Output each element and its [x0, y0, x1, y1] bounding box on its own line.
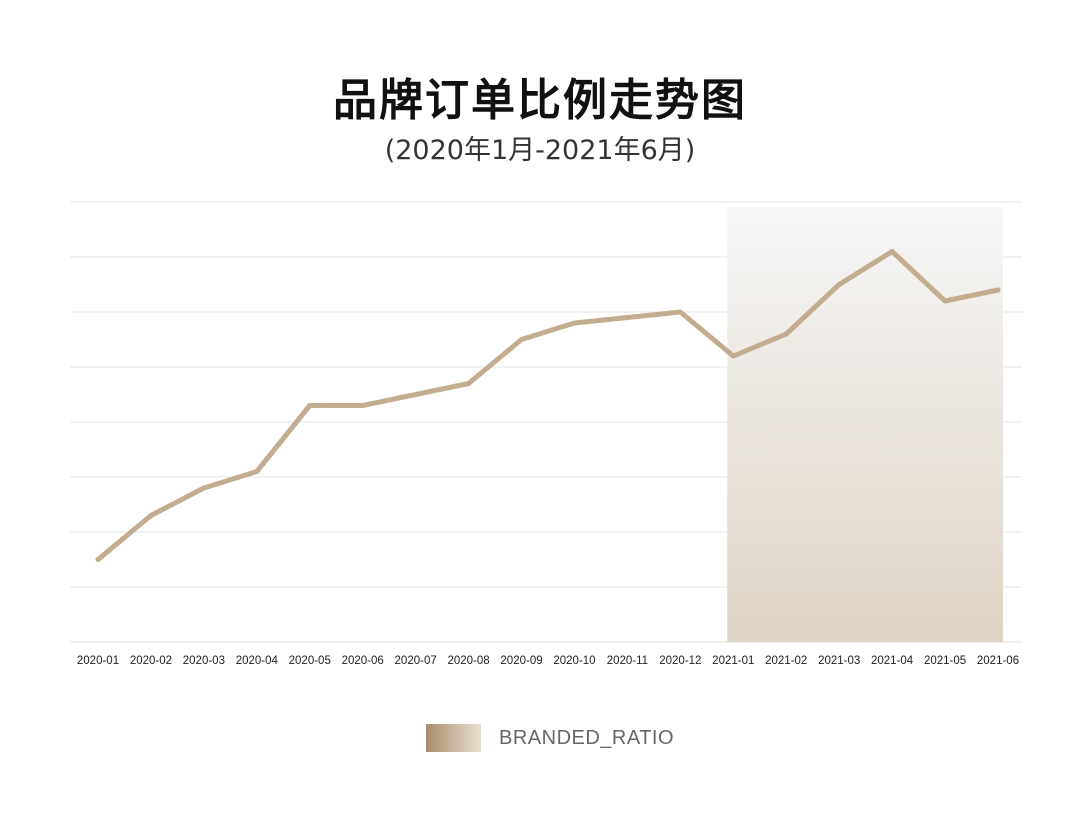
x-tick-label: 2021-04: [871, 655, 914, 667]
data-point: [836, 282, 842, 287]
x-tick-label: 2021-03: [818, 655, 860, 667]
legend-swatch: [426, 724, 481, 752]
legend-label: BRANDED_RATIO: [499, 726, 675, 749]
x-tick-label: 2020-06: [342, 655, 384, 667]
data-point: [783, 331, 789, 337]
x-tick-label: 2020-08: [447, 655, 489, 667]
data-point: [95, 557, 101, 562]
x-tick-label: 2021-06: [977, 655, 1019, 667]
x-tick-label: 2020-04: [236, 655, 279, 667]
x-tick-label: 2020-05: [289, 655, 331, 667]
x-tick-label: 2020-11: [607, 655, 648, 667]
legend: BRANDED_RATIO: [426, 724, 674, 752]
data-point: [307, 403, 313, 408]
data-point: [360, 403, 366, 408]
x-tick-label: 2021-05: [924, 655, 966, 667]
data-point: [942, 298, 948, 304]
data-point: [571, 320, 577, 326]
data-point: [254, 469, 260, 474]
chart-subtitle: (2020年1月-2021年6月): [384, 135, 696, 166]
data-point: [624, 315, 630, 320]
x-tick-label: 2020-07: [395, 655, 437, 667]
data-point: [519, 337, 525, 342]
x-tick-label: 2020-02: [130, 655, 172, 667]
data-point: [201, 485, 207, 491]
x-axis-tick-labels: 2020-01 2020-02 2020-03 2020-04 2020-05 2020-…: [77, 655, 1019, 667]
series-line-group: [95, 249, 1001, 562]
series-line-branded-ratio: [95, 249, 1001, 562]
chart-title: 品牌订单比例走势图: [333, 75, 747, 126]
x-tick-label: 2020-03: [183, 655, 225, 667]
x-tick-label: 2021-02: [765, 655, 807, 667]
x-tick-label: 2020-01: [77, 655, 119, 667]
line-chart: 2020-01 2020-02 2020-03 2020-04 2020-05 2020-…: [70, 201, 1022, 667]
data-point: [995, 287, 1001, 293]
x-tick-label: 2020-09: [500, 655, 542, 667]
x-tick-label: 2020-12: [659, 655, 701, 667]
x-tick-label: 2020-10: [553, 655, 595, 667]
highlight-area-group: [727, 207, 1003, 642]
data-point: [889, 249, 895, 254]
data-point: [466, 381, 472, 386]
highlight-area: [727, 207, 1003, 642]
data-point: [148, 513, 154, 518]
x-tick-label: 2021-01: [712, 655, 754, 667]
data-point: [413, 392, 419, 397]
data-point: [730, 353, 736, 359]
data-point: [677, 309, 683, 315]
